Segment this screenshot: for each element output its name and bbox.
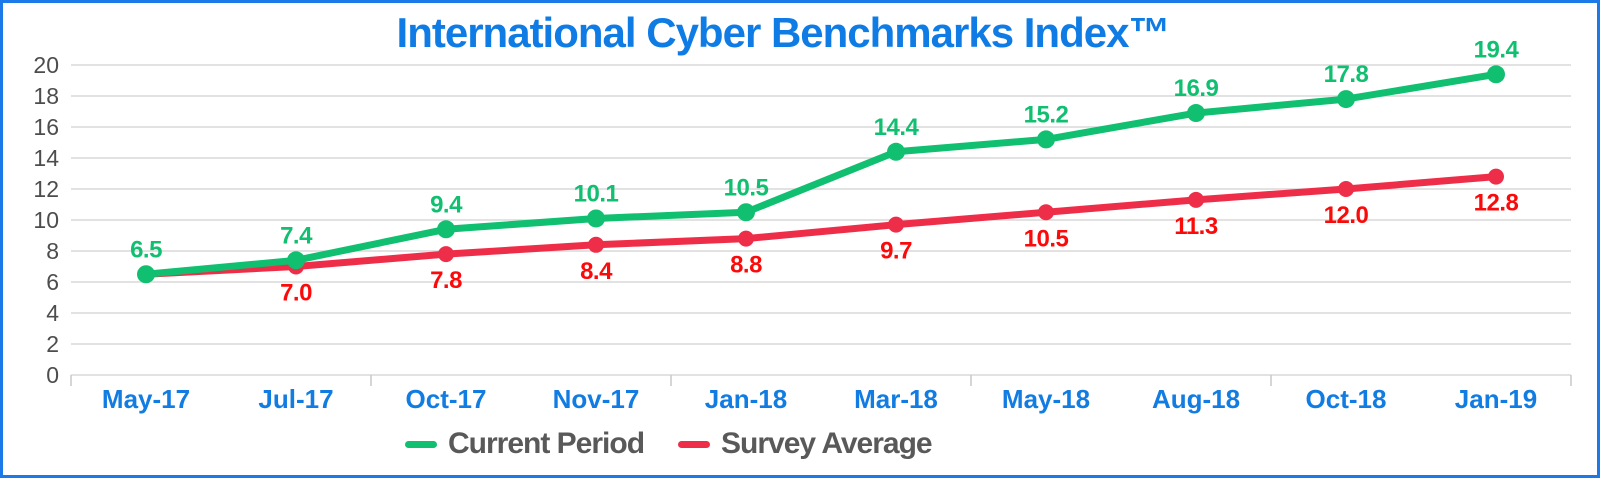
y-axis-tick-label: 0 — [46, 362, 59, 388]
y-axis-tick-label: 10 — [33, 207, 59, 233]
x-axis-category-label: May-18 — [1002, 384, 1090, 414]
y-axis-tick-label: 18 — [33, 83, 59, 109]
legend-item-survey-average: Survey Average — [678, 427, 933, 461]
series-point — [137, 265, 155, 284]
series-data-label: 7.4 — [280, 222, 313, 249]
legend-swatch-current-period — [405, 440, 437, 448]
y-axis-tick-label: 4 — [46, 300, 59, 326]
x-axis-category-label: Jan-18 — [705, 384, 787, 414]
x-axis-category-label: Nov-17 — [553, 384, 640, 414]
series-point — [1188, 191, 1204, 208]
chart-legend: Current Period Survey Average — [405, 427, 933, 461]
legend-swatch-survey-average — [678, 440, 711, 448]
y-axis-tick-label: 12 — [33, 176, 59, 202]
series-data-label: 8.8 — [730, 252, 762, 279]
series-data-label: 7.8 — [430, 267, 462, 294]
series-point — [1037, 130, 1055, 149]
series-point — [287, 251, 305, 270]
x-axis-category-label: May-17 — [102, 384, 190, 414]
y-axis-tick-label: 8 — [46, 238, 59, 264]
series-data-label: 9.7 — [880, 238, 912, 265]
x-axis-category-label: Mar-18 — [854, 384, 938, 414]
series-data-label: 10.5 — [724, 174, 769, 201]
series-point — [888, 216, 904, 233]
x-axis-category-label: Oct-18 — [1306, 384, 1387, 414]
series-point — [1488, 168, 1504, 185]
series-point — [588, 236, 604, 253]
series-point — [1487, 65, 1505, 84]
series-line-survey-average — [142, 173, 1500, 278]
x-axis-category-label: Oct-17 — [406, 384, 487, 414]
legend-label-survey-average: Survey Average — [721, 427, 933, 460]
series-point — [587, 209, 605, 228]
series-data-label: 11.3 — [1174, 213, 1218, 240]
series-data-label: 6.5 — [130, 236, 162, 263]
series-data-label: 17.8 — [1324, 61, 1369, 88]
series-point — [438, 246, 454, 263]
series-point — [737, 203, 755, 222]
series-point — [1187, 104, 1205, 123]
series-point — [738, 230, 754, 247]
series-data-label: 9.4 — [430, 191, 463, 218]
series-data-label: 16.9 — [1174, 75, 1219, 102]
line-chart-plot-area: 0 2 4 6 8 10 12 14 16 18 20 May-17 Jul-17 Oct-17 Nov-1… — [33, 36, 1572, 414]
x-axis-category-label: Aug-18 — [1152, 384, 1240, 414]
series-data-label: 10.1 — [574, 180, 619, 207]
series-data-label: 12.0 — [1324, 202, 1369, 229]
series-point — [887, 142, 905, 161]
x-axis-category-label: Jul-17 — [258, 384, 333, 414]
y-axis-tick-label: 20 — [33, 52, 59, 78]
legend-item-current-period: Current Period — [405, 427, 645, 461]
y-axis-tick-label: 16 — [33, 114, 59, 140]
legend-label-current-period: Current Period — [448, 427, 645, 460]
y-axis-tick-label: 6 — [46, 269, 59, 295]
series-point — [437, 220, 455, 239]
series-data-label: 15.2 — [1024, 101, 1069, 128]
x-axis-category-label: Jan-19 — [1455, 384, 1537, 414]
series-point — [1338, 181, 1354, 197]
y-axis-tick-label: 2 — [46, 331, 59, 357]
series-data-label: 19.4 — [1474, 36, 1520, 63]
series-data-label: 10.5 — [1024, 225, 1069, 252]
series-point — [1337, 90, 1355, 109]
chart-title: International Cyber Benchmarks Index™ — [396, 9, 1171, 56]
series-line-current-period — [142, 70, 1500, 278]
series-point — [1038, 204, 1054, 221]
series-data-label: 12.8 — [1474, 190, 1519, 217]
y-axis-tick-label: 14 — [33, 145, 59, 171]
series-data-label: 8.4 — [580, 258, 613, 285]
series-data-label: 7.0 — [280, 280, 312, 307]
series-data-label: 14.4 — [874, 114, 920, 141]
